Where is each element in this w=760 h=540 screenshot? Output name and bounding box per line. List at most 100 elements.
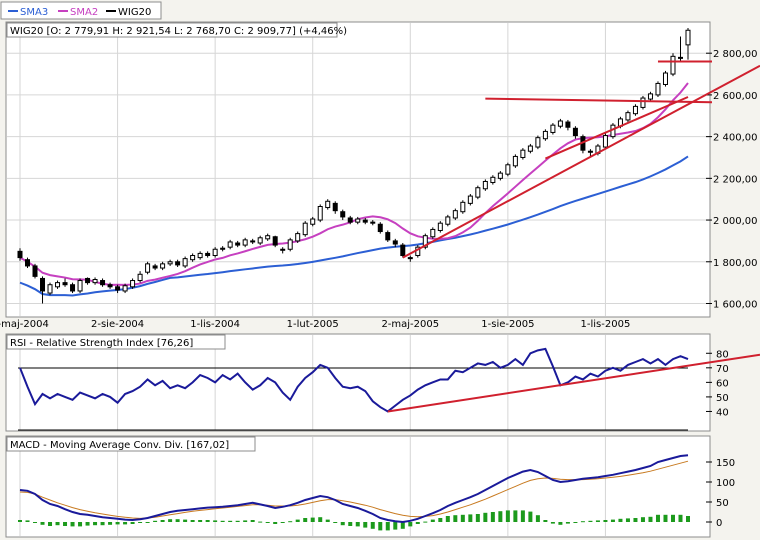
price-panel-label: WIG20 [O: 2 779,91 H: 2 921,54 L: 2 768,… xyxy=(10,26,347,37)
macd-histogram-bar xyxy=(123,522,128,525)
macd-histogram-bar xyxy=(273,522,278,524)
macd-histogram-bar xyxy=(25,520,30,522)
macd-histogram-bar xyxy=(618,518,623,522)
macd-histogram-bar xyxy=(325,519,330,522)
macd-histogram-bar xyxy=(663,514,668,522)
candle-body xyxy=(227,241,233,248)
macd-histogram-bar xyxy=(160,520,165,522)
candle-body xyxy=(100,280,106,286)
price-uptrend-line xyxy=(402,64,760,259)
candle-body xyxy=(392,240,398,245)
macd-histogram-bar xyxy=(138,522,143,523)
price-y-tick-label: 1 600,00 xyxy=(713,299,758,310)
price-resistance-line xyxy=(485,97,713,104)
macd-histogram-bar xyxy=(190,520,195,522)
macd-histogram-bar xyxy=(115,522,120,525)
macd-histogram-bar xyxy=(348,522,353,526)
macd-histogram-bar xyxy=(430,519,435,522)
legend-label-0: SMA3 xyxy=(20,7,48,18)
macd-histogram-bar xyxy=(648,516,653,522)
macd-histogram-bar xyxy=(640,517,645,522)
candle-body xyxy=(535,137,541,148)
rsi-path xyxy=(19,347,689,413)
price-x-axis: 3-maj-2004 2-sie-2004 1-lis-2004 1-lut-2005… xyxy=(0,319,630,330)
candle-body xyxy=(670,55,676,75)
price-y-axis: 2 800,00 2 600,00 2 400,00 2 200,00 2 000,00… xyxy=(706,49,758,310)
candle-body xyxy=(602,135,608,148)
macd-histogram-bar xyxy=(655,514,660,522)
sma3-line xyxy=(19,155,689,297)
price-x-tick-label: 1-lis-2004 xyxy=(190,319,240,330)
macd-y-tick-label: 100 xyxy=(716,478,735,489)
macd-histogram-bar xyxy=(453,515,458,522)
macd-histogram-bar xyxy=(686,516,690,522)
candle-body xyxy=(235,242,241,246)
candle-body xyxy=(460,201,466,213)
macd-histogram-bar xyxy=(63,522,68,526)
candle-body xyxy=(437,222,443,231)
macd-histogram-bar xyxy=(543,520,548,522)
candle-body xyxy=(40,277,46,292)
sma3-path xyxy=(19,155,689,297)
macd-histogram-bar xyxy=(573,522,578,523)
candle-body xyxy=(212,248,218,257)
candle-body xyxy=(145,263,151,273)
macd-histogram-bar xyxy=(625,518,630,522)
macd-histogram-bar xyxy=(490,512,495,522)
macd-histogram-bar xyxy=(295,519,300,522)
price-grid xyxy=(7,23,709,316)
rsi-uptrend-line xyxy=(387,353,760,413)
macd-histogram-bar xyxy=(498,511,503,522)
macd-histogram-bar xyxy=(78,522,83,527)
macd-histogram-bar xyxy=(33,522,38,523)
candle-body xyxy=(340,211,346,218)
candle-body xyxy=(445,216,451,225)
macd-histogram-bar xyxy=(310,517,315,522)
candle-body xyxy=(295,233,301,242)
candle-body xyxy=(482,180,488,190)
price-x-tick-label: 1-sie-2005 xyxy=(481,319,534,330)
macd-histogram xyxy=(18,510,690,531)
candle-body xyxy=(497,172,503,179)
legend-box xyxy=(0,1,162,20)
rsi-grid xyxy=(19,335,606,430)
price-y-tick-label: 2 200,00 xyxy=(713,174,758,185)
candle-body xyxy=(565,121,571,128)
macd-histogram-bar xyxy=(220,520,225,522)
candle-body xyxy=(115,286,121,291)
candle-body xyxy=(77,280,83,292)
macd-histogram-bar xyxy=(280,522,285,523)
candle-body xyxy=(685,29,691,46)
rsi-y-tick-label: 60 xyxy=(716,378,729,389)
candle-body xyxy=(197,252,203,259)
macd-line xyxy=(19,454,689,524)
macd-histogram-bar xyxy=(168,519,173,522)
macd-histogram-bar xyxy=(85,522,90,526)
macd-histogram-bar xyxy=(678,514,683,522)
price-y-tick-label: 2 000,00 xyxy=(713,216,758,227)
macd-histogram-bar xyxy=(565,522,570,524)
macd-histogram-bar xyxy=(235,520,240,522)
candle-body xyxy=(370,221,376,224)
macd-histogram-bar xyxy=(258,521,263,523)
macd-path xyxy=(19,454,689,524)
macd-histogram-bar xyxy=(183,519,188,522)
macd-panel-label: MACD - Moving Average Conv. Div. [167,02… xyxy=(10,440,229,451)
candle-body xyxy=(475,187,481,198)
candle-body xyxy=(17,250,23,259)
candle-body xyxy=(265,235,271,240)
candle-body xyxy=(205,252,211,257)
macd-histogram-bar xyxy=(580,521,585,523)
macd-histogram-bar xyxy=(70,522,75,527)
macd-histogram-bar xyxy=(333,522,338,523)
candle-body xyxy=(572,127,578,137)
macd-histogram-bar xyxy=(505,510,510,522)
candle-body xyxy=(152,265,158,269)
macd-histogram-bar xyxy=(288,521,293,523)
macd-histogram-bar xyxy=(408,522,413,527)
candle-body xyxy=(92,279,98,284)
macd-histogram-bar xyxy=(318,517,323,522)
candle-body xyxy=(362,219,368,223)
macd-histogram-bar xyxy=(558,522,563,525)
